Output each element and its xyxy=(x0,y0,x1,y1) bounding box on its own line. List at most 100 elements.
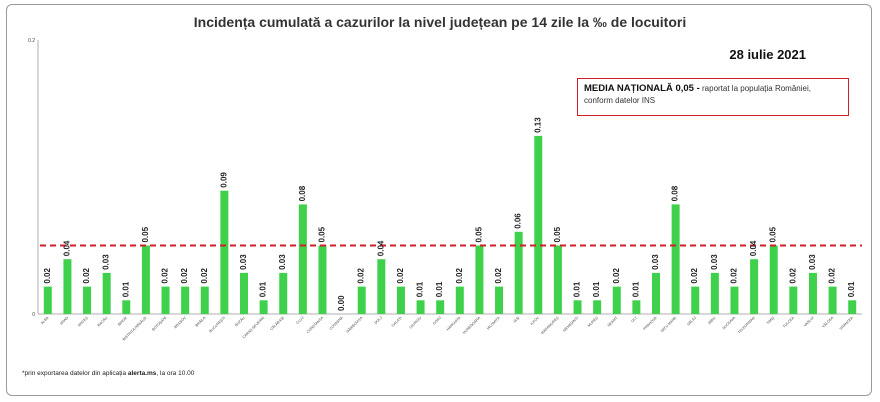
value-label: 0.02 xyxy=(828,267,837,283)
category-label: VASLUI xyxy=(803,316,815,328)
value-label: 0.04 xyxy=(376,240,385,256)
bar xyxy=(141,245,150,314)
bar xyxy=(200,286,209,314)
category-label: VÂLCEA xyxy=(821,315,834,328)
category-label: CONSTANȚA xyxy=(306,315,325,334)
bar xyxy=(691,286,700,314)
value-label: 0.08 xyxy=(671,185,680,201)
value-label: 0.02 xyxy=(180,267,189,283)
value-label: 0.01 xyxy=(573,281,582,297)
bar xyxy=(789,286,798,314)
bar xyxy=(83,286,92,314)
category-label: IAȘI xyxy=(513,316,521,324)
value-label: 0.02 xyxy=(357,267,366,283)
y-tick-label: 0 xyxy=(32,312,35,318)
national-average-text: raportat la populația României, xyxy=(699,84,811,93)
bar xyxy=(102,272,111,314)
bar xyxy=(808,272,817,314)
category-label: PRAHOVA xyxy=(643,315,658,330)
bar xyxy=(396,286,405,314)
value-label: 0.02 xyxy=(729,267,738,283)
value-label: 0.02 xyxy=(43,267,52,283)
category-label: SĂLAJ xyxy=(686,316,697,327)
value-label: 0.03 xyxy=(710,254,719,270)
bar xyxy=(534,135,543,314)
category-label: SATU MARE xyxy=(660,315,678,333)
category-label: MARAMUREȘ xyxy=(540,315,560,335)
value-label: 0.01 xyxy=(259,281,268,297)
bar xyxy=(240,272,248,314)
category-label: ALBA xyxy=(40,315,50,325)
category-label: HARGHITA xyxy=(446,315,462,331)
category-label: NEAMȚ xyxy=(607,315,619,327)
category-label: BUCUREȘTI xyxy=(209,316,227,334)
chart-frame xyxy=(6,4,872,396)
bar xyxy=(436,300,445,314)
value-label: 0.08 xyxy=(298,185,307,201)
bar xyxy=(181,286,190,314)
bar xyxy=(573,300,582,314)
value-label: 0.06 xyxy=(514,213,523,229)
bar xyxy=(612,286,621,314)
bar xyxy=(122,300,131,314)
footnote-prefix: *prin exportarea datelor din aplicația xyxy=(22,370,128,377)
category-label: DOLJ xyxy=(374,316,383,325)
category-label: SIBIU xyxy=(707,316,717,326)
bar xyxy=(671,204,680,314)
chart-title: Incidența cumulată a cazurilor la nivel … xyxy=(193,14,687,30)
category-label: MUREȘ xyxy=(587,315,599,327)
value-label: 0.02 xyxy=(494,267,503,283)
bar xyxy=(495,286,504,314)
category-label: IALOMIȚA xyxy=(486,315,501,330)
value-label: 0.03 xyxy=(239,254,248,270)
footnote: *prin exportarea datelor din aplicația a… xyxy=(22,370,194,377)
value-label: 0.01 xyxy=(121,281,130,297)
value-label: 0.02 xyxy=(161,267,170,283)
value-label: 0.02 xyxy=(788,267,797,283)
footnote-app: alerta.ms xyxy=(127,370,157,377)
bar xyxy=(769,245,778,314)
value-label: 0.01 xyxy=(847,281,856,297)
value-label: 0.13 xyxy=(533,117,542,133)
category-label: GORJ xyxy=(432,316,442,326)
category-label: ARGEȘ xyxy=(77,315,89,327)
category-label: ILFOV xyxy=(530,315,541,326)
category-label: BRAȘOV xyxy=(173,315,187,329)
category-label: HUNEDOARA xyxy=(462,315,481,334)
bar xyxy=(279,272,288,314)
bar xyxy=(632,300,641,314)
value-label: 0.01 xyxy=(416,281,425,297)
category-label: COVASNA xyxy=(329,315,344,330)
bar xyxy=(553,245,562,314)
bar xyxy=(455,286,464,314)
value-label: 0.01 xyxy=(435,281,444,297)
bar xyxy=(710,272,719,314)
value-label: 0.03 xyxy=(808,254,817,270)
value-label: 0.04 xyxy=(749,240,758,256)
value-label: 0.02 xyxy=(200,267,209,283)
bar xyxy=(416,300,425,314)
category-label: BOTOȘANI xyxy=(151,316,167,332)
value-label: 0.03 xyxy=(102,254,111,270)
category-label: BRĂILA xyxy=(195,315,207,327)
value-label: 0.03 xyxy=(651,254,660,270)
value-label: 0.02 xyxy=(612,267,621,283)
bar xyxy=(730,286,739,314)
bar xyxy=(593,300,602,314)
category-label: VRANCEA xyxy=(839,315,855,331)
category-label: BACĂU xyxy=(97,316,109,328)
bar xyxy=(828,286,837,314)
national-average-annotation: MEDIA NAȚIONALĂ 0,05 - raportat la popul… xyxy=(577,78,849,116)
bar xyxy=(377,259,386,314)
bar xyxy=(750,259,759,314)
value-label: 0.05 xyxy=(141,226,150,242)
category-label: TULCEA xyxy=(782,315,795,328)
category-label: CARAȘ-SEVERIN xyxy=(242,316,266,340)
value-label: 0.05 xyxy=(553,226,562,242)
bar xyxy=(652,272,660,314)
category-label: TIMIȘ xyxy=(766,315,776,325)
bar xyxy=(318,245,327,314)
bar xyxy=(161,286,170,314)
value-label: 0.02 xyxy=(690,267,699,283)
value-label: 0.05 xyxy=(317,226,326,242)
